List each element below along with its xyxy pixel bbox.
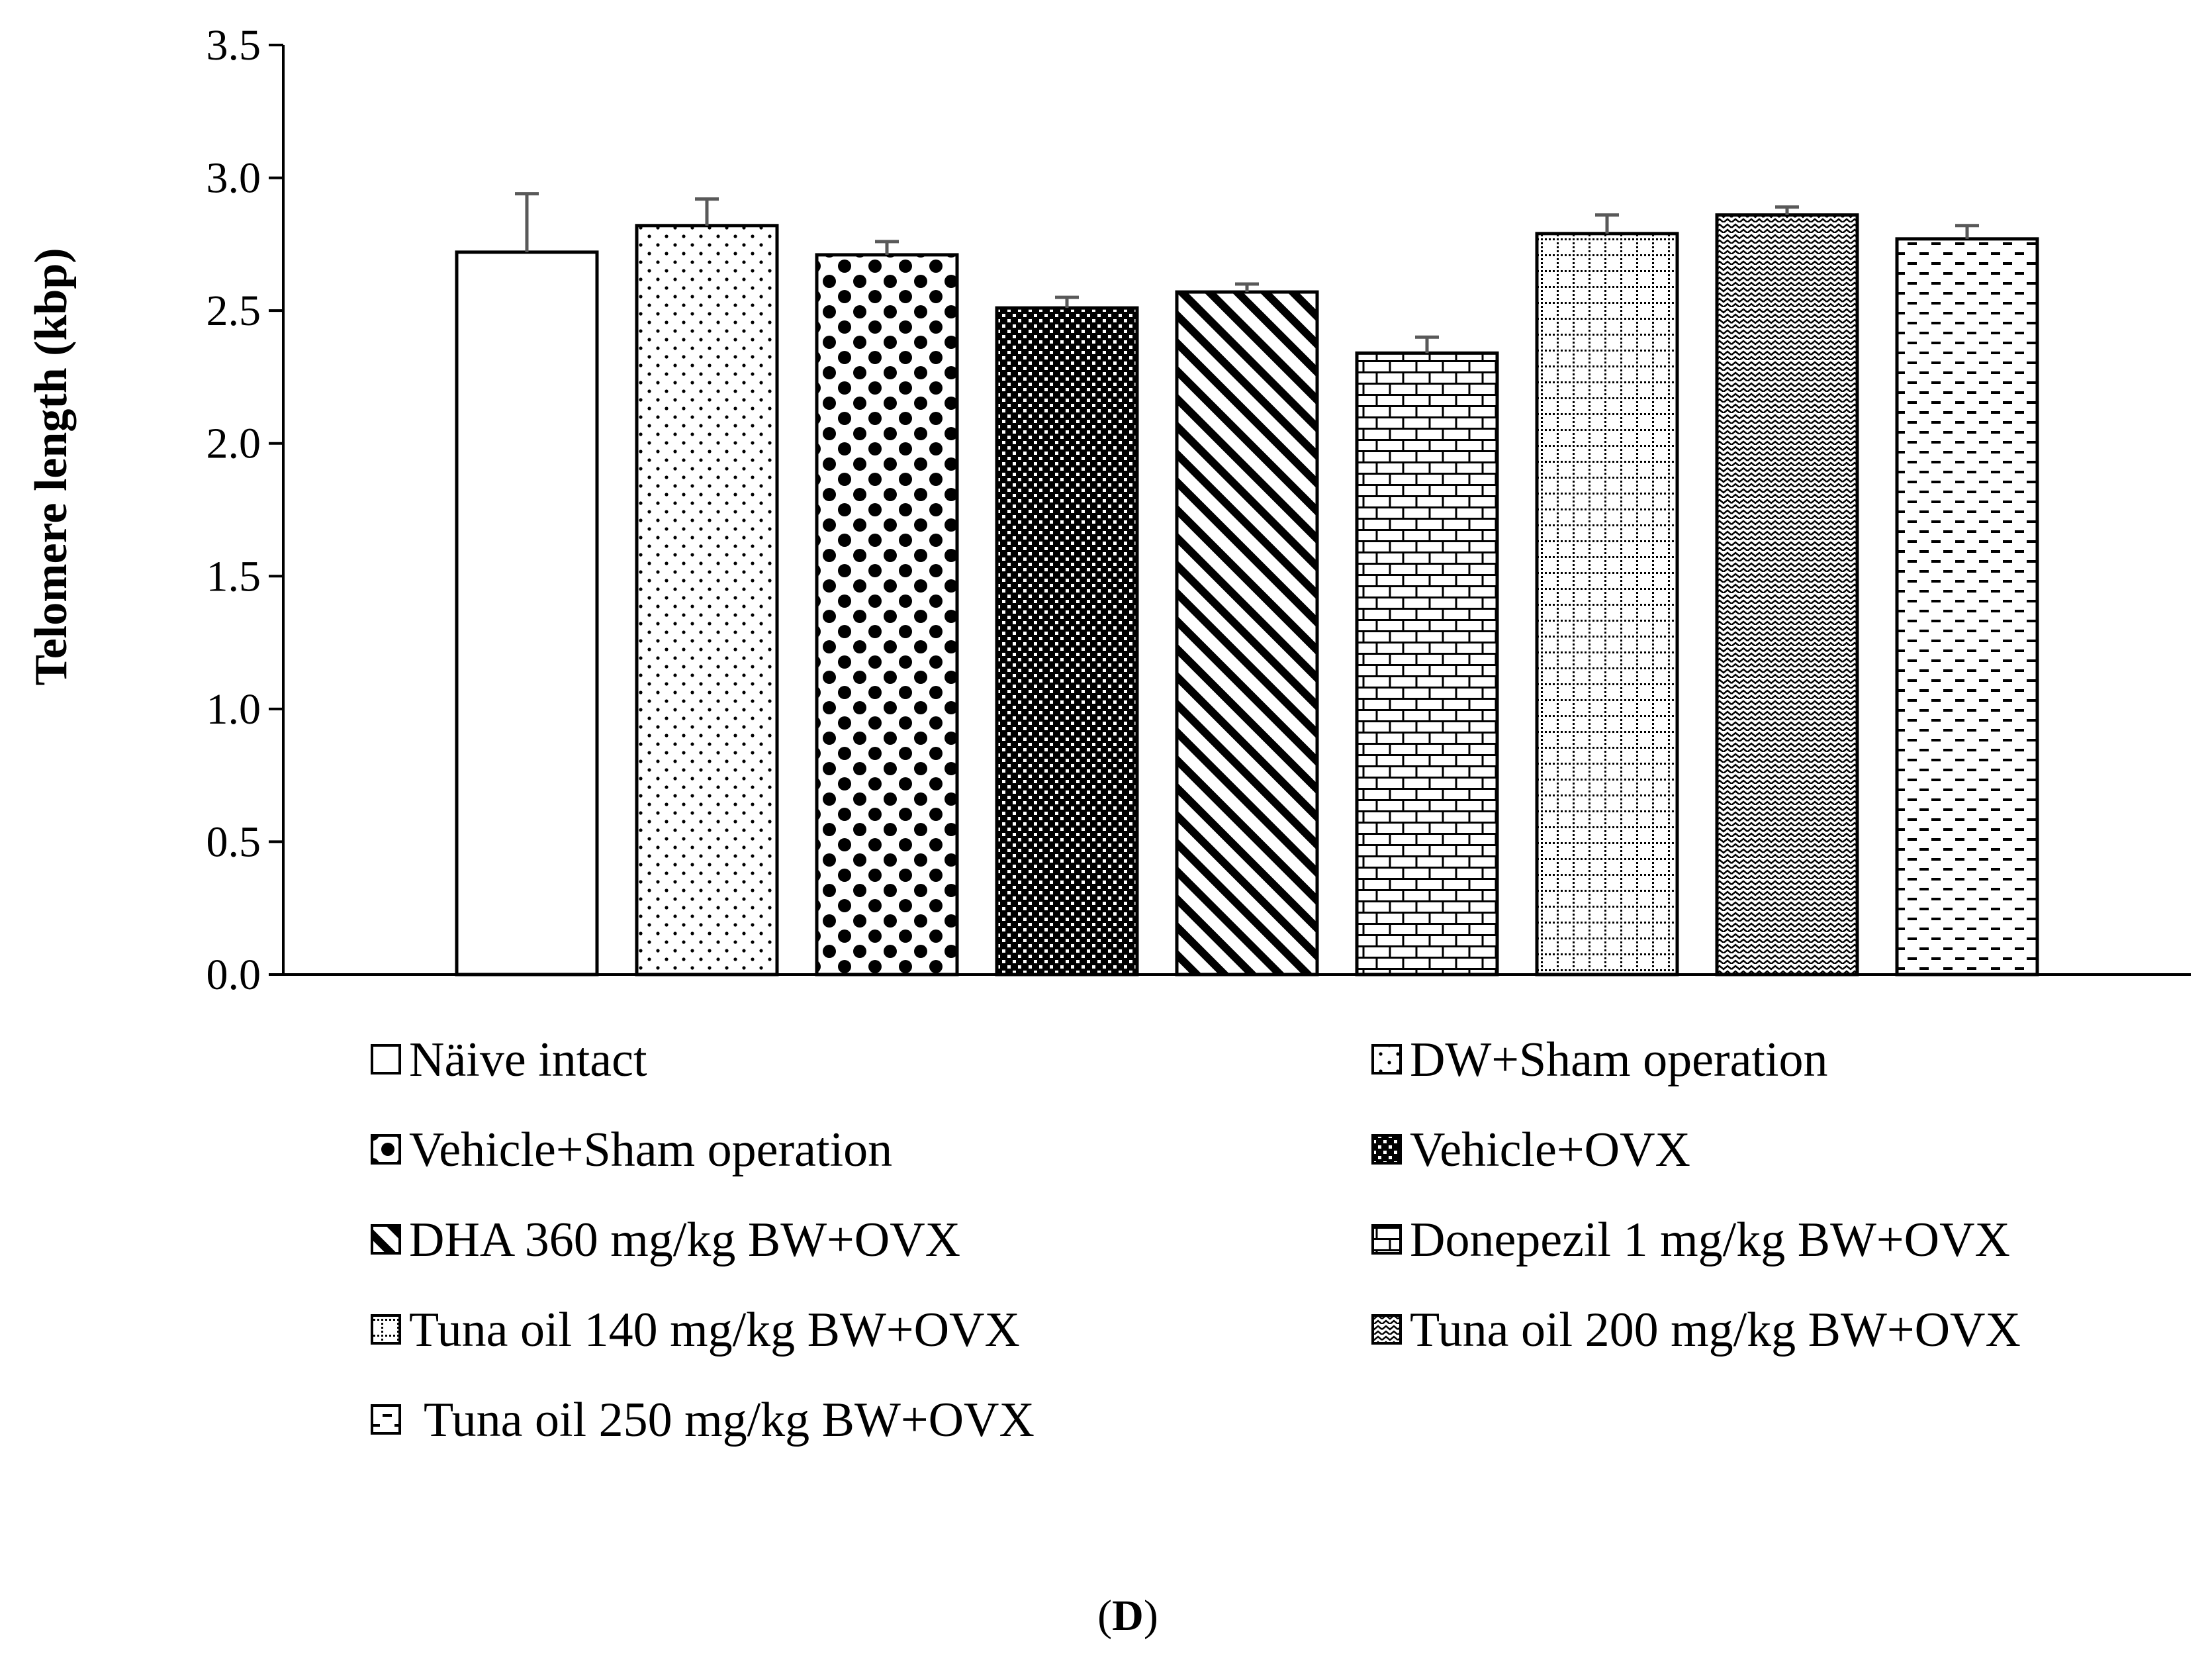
legend-label: Tuna oil 140 mg/kg BW+OVX bbox=[409, 1303, 1020, 1357]
legend-swatch bbox=[1371, 1224, 1402, 1255]
legend-label: DW+Sham operation bbox=[1410, 1033, 1828, 1087]
axes bbox=[269, 45, 2191, 976]
bar bbox=[455, 250, 599, 977]
legend-swatch bbox=[371, 1134, 401, 1165]
panel-label-letter: D bbox=[1112, 1592, 1144, 1640]
bar bbox=[1535, 232, 1679, 977]
legend-swatch bbox=[1371, 1134, 1402, 1165]
y-axis-ticks: 0.0 0.5 1.0 1.5 2.0 2.5 3.0 3.5 bbox=[207, 21, 283, 999]
y-tick-label: 1.0 bbox=[207, 685, 261, 734]
legend-label: Tuna oil 200 mg/kg BW+OVX bbox=[1410, 1303, 2021, 1357]
y-tick-label: 2.5 bbox=[207, 287, 261, 335]
y-axis-title: Telomere length (kbp) bbox=[26, 248, 77, 685]
bar bbox=[815, 253, 959, 977]
legend-swatch bbox=[371, 1314, 401, 1345]
bar bbox=[1895, 237, 2039, 977]
bar bbox=[1715, 213, 1859, 977]
bar bbox=[995, 306, 1139, 977]
y-tick-label: 3.5 bbox=[207, 21, 261, 70]
panel-label: (D) bbox=[1097, 1592, 1158, 1640]
legend-swatch bbox=[371, 1224, 401, 1255]
y-tick-label: 0.0 bbox=[207, 951, 261, 999]
legend-swatch bbox=[1371, 1044, 1402, 1074]
y-tick-label: 0.5 bbox=[207, 818, 261, 866]
y-tick-label: 2.0 bbox=[207, 420, 261, 468]
legend-swatch bbox=[371, 1044, 401, 1074]
legend-label: Donepezil 1 mg/kg BW+OVX bbox=[1410, 1213, 2010, 1267]
panel-label-open: ( bbox=[1097, 1592, 1112, 1640]
legend: Näive intact DW+Sham operation Vehicle+Sha… bbox=[371, 1033, 2021, 1447]
bar bbox=[1175, 290, 1319, 977]
bars-group bbox=[455, 213, 2039, 977]
y-tick-label: 1.5 bbox=[207, 552, 261, 600]
legend-label: Tuna oil 250 mg/kg BW+OVX bbox=[424, 1393, 1035, 1447]
legend-label: Vehicle+OVX bbox=[1410, 1123, 1690, 1177]
panel-label-close: ) bbox=[1144, 1592, 1158, 1640]
y-tick-label: 3.0 bbox=[207, 154, 261, 203]
bar bbox=[635, 224, 779, 977]
legend-swatch bbox=[371, 1404, 401, 1435]
legend-label: Vehicle+Sham operation bbox=[409, 1123, 892, 1177]
legend-label: Näive intact bbox=[409, 1033, 647, 1087]
bar bbox=[1355, 351, 1499, 977]
legend-label: DHA 360 mg/kg BW+OVX bbox=[409, 1213, 960, 1267]
error-bars-group bbox=[515, 192, 1979, 354]
legend-swatch bbox=[1371, 1314, 1402, 1345]
